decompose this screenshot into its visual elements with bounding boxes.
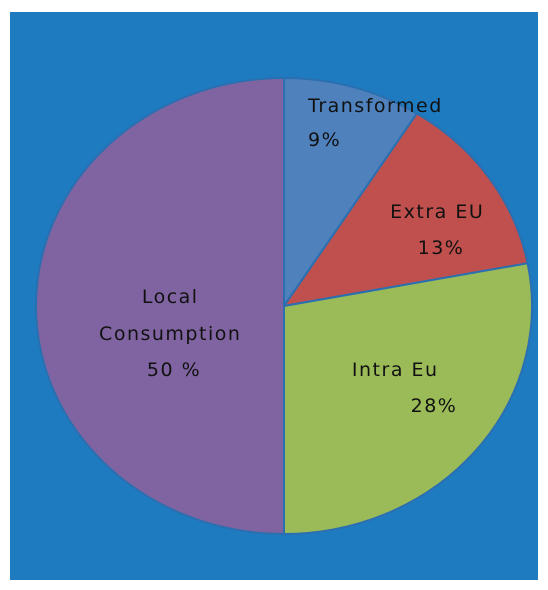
slice-name-intra-eu: Intra Eu (352, 359, 439, 381)
slice-value-transformed: 9% (308, 129, 341, 151)
pie-chart-frame: Transformed 9% Extra EU 13% Intra Eu 28%… (10, 12, 538, 580)
pie-slice-transformed (283, 76, 419, 310)
slice-name-local-consumption: Local (142, 286, 199, 308)
pie-slices (35, 76, 533, 536)
slice-label-local-consumption: Local Consumption 50 % (99, 286, 249, 381)
slice-value-intra-eu: 28% (411, 395, 458, 417)
pie-slice-extra-eu (281, 112, 529, 308)
pie-labels: Transformed 9% Extra EU 13% Intra Eu 28%… (99, 95, 492, 417)
slice-value-local-consumption: 50 % (147, 359, 201, 381)
slice-value-extra-eu: 13% (418, 237, 465, 259)
slice-label-intra-eu: Intra Eu 28% (352, 359, 457, 417)
pie-chart: Transformed 9% Extra EU 13% Intra Eu 28%… (35, 76, 533, 536)
slice-label-transformed: Transformed 9% (307, 95, 450, 151)
pie-slice-local-consumption (35, 76, 285, 536)
slice-name-extra-eu: Extra EU (390, 201, 484, 223)
slice-name-transformed: Transformed (307, 95, 443, 117)
slice-name-local-consumption-2: Consumption (99, 323, 241, 345)
pie-slice-intra-eu (283, 262, 533, 536)
slice-label-extra-eu: Extra EU 13% (390, 201, 492, 259)
